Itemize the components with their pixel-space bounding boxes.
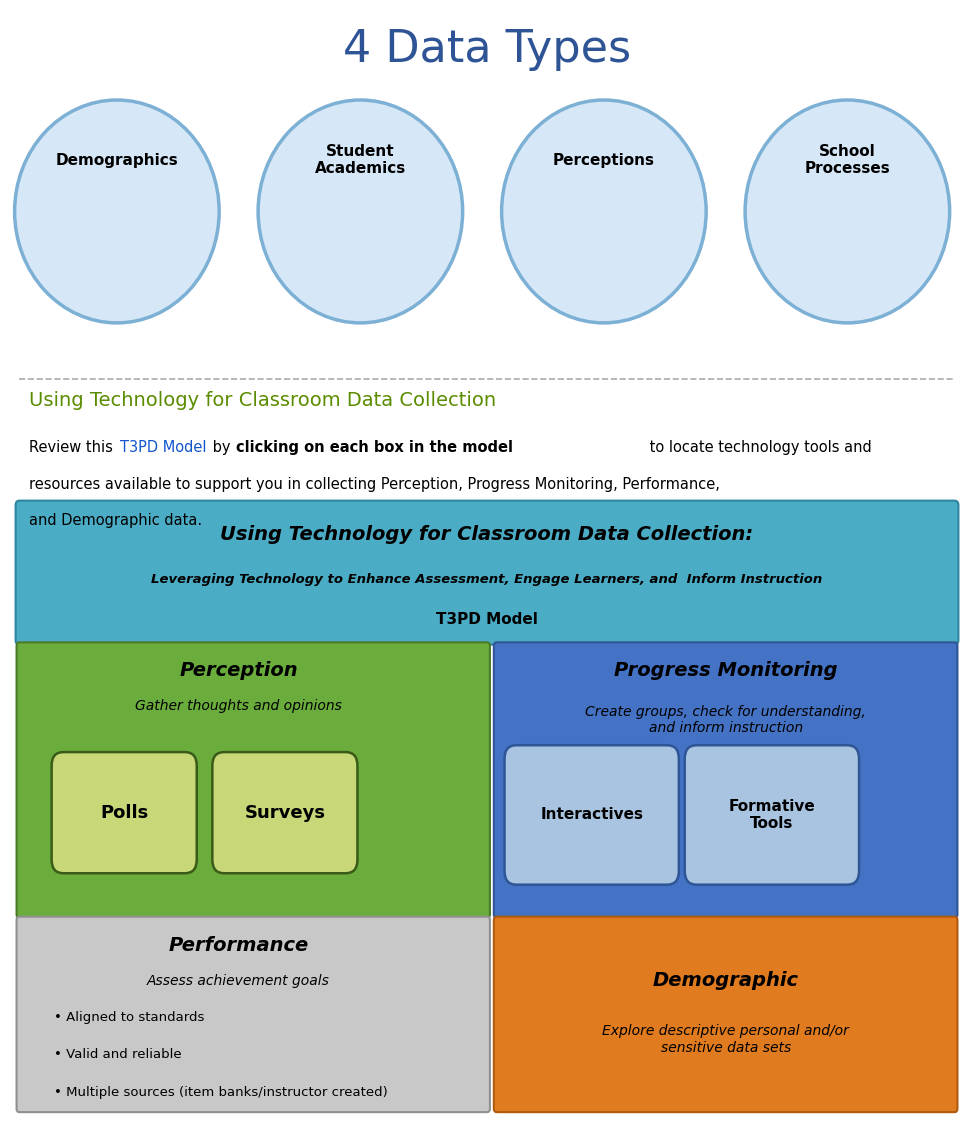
Text: by: by — [208, 440, 236, 455]
Text: • Aligned to standards: • Aligned to standards — [54, 1010, 204, 1024]
Text: 4 Data Types: 4 Data Types — [343, 27, 631, 71]
FancyBboxPatch shape — [17, 642, 490, 918]
Text: Student
Academics: Student Academics — [315, 144, 406, 176]
Text: T3PD Model: T3PD Model — [436, 613, 538, 628]
Text: resources available to support you in collecting Perception, Progress Monitoring: resources available to support you in co… — [29, 477, 720, 491]
FancyBboxPatch shape — [505, 745, 679, 885]
Text: clicking on each box in the model: clicking on each box in the model — [236, 440, 512, 455]
Text: Assess achievement goals: Assess achievement goals — [147, 974, 330, 988]
Text: Perception: Perception — [179, 662, 298, 680]
Text: Surveys: Surveys — [244, 804, 325, 822]
Text: Review this: Review this — [29, 440, 118, 455]
FancyBboxPatch shape — [494, 917, 957, 1112]
Text: Using Technology for Classroom Data Collection:: Using Technology for Classroom Data Coll… — [220, 526, 754, 544]
Ellipse shape — [745, 101, 950, 322]
Text: Perceptions: Perceptions — [553, 152, 655, 168]
Text: Explore descriptive personal and/or
sensitive data sets: Explore descriptive personal and/or sens… — [602, 1024, 849, 1055]
Ellipse shape — [502, 101, 706, 322]
FancyBboxPatch shape — [52, 752, 197, 873]
Text: Leveraging Technology to Enhance Assessment, Engage Learners, and  Inform Instru: Leveraging Technology to Enhance Assessm… — [151, 573, 823, 586]
Text: • Multiple sources (item banks/instructor created): • Multiple sources (item banks/instructo… — [54, 1086, 388, 1100]
Text: School
Processes: School Processes — [805, 144, 890, 176]
Text: Polls: Polls — [100, 804, 148, 822]
Text: Progress Monitoring: Progress Monitoring — [614, 662, 838, 680]
Text: Using Technology for Classroom Data Collection: Using Technology for Classroom Data Coll… — [29, 391, 497, 409]
Text: Demographics: Demographics — [56, 152, 178, 168]
Text: to locate technology tools and: to locate technology tools and — [645, 440, 872, 455]
Text: Interactives: Interactives — [541, 807, 643, 823]
Text: T3PD Model: T3PD Model — [120, 440, 206, 455]
Text: and Demographic data.: and Demographic data. — [29, 513, 203, 528]
Text: Demographic: Demographic — [653, 970, 799, 990]
FancyBboxPatch shape — [17, 917, 490, 1112]
FancyBboxPatch shape — [685, 745, 859, 885]
Ellipse shape — [15, 101, 219, 322]
Text: • Valid and reliable: • Valid and reliable — [54, 1048, 181, 1062]
Ellipse shape — [258, 101, 463, 322]
Text: Performance: Performance — [169, 936, 309, 954]
FancyBboxPatch shape — [212, 752, 357, 873]
Text: Create groups, check for understanding,
and inform instruction: Create groups, check for understanding, … — [585, 705, 866, 735]
FancyBboxPatch shape — [16, 501, 958, 645]
Text: Gather thoughts and opinions: Gather thoughts and opinions — [135, 700, 342, 713]
Text: Formative
Tools: Formative Tools — [729, 799, 815, 831]
FancyBboxPatch shape — [494, 642, 957, 918]
